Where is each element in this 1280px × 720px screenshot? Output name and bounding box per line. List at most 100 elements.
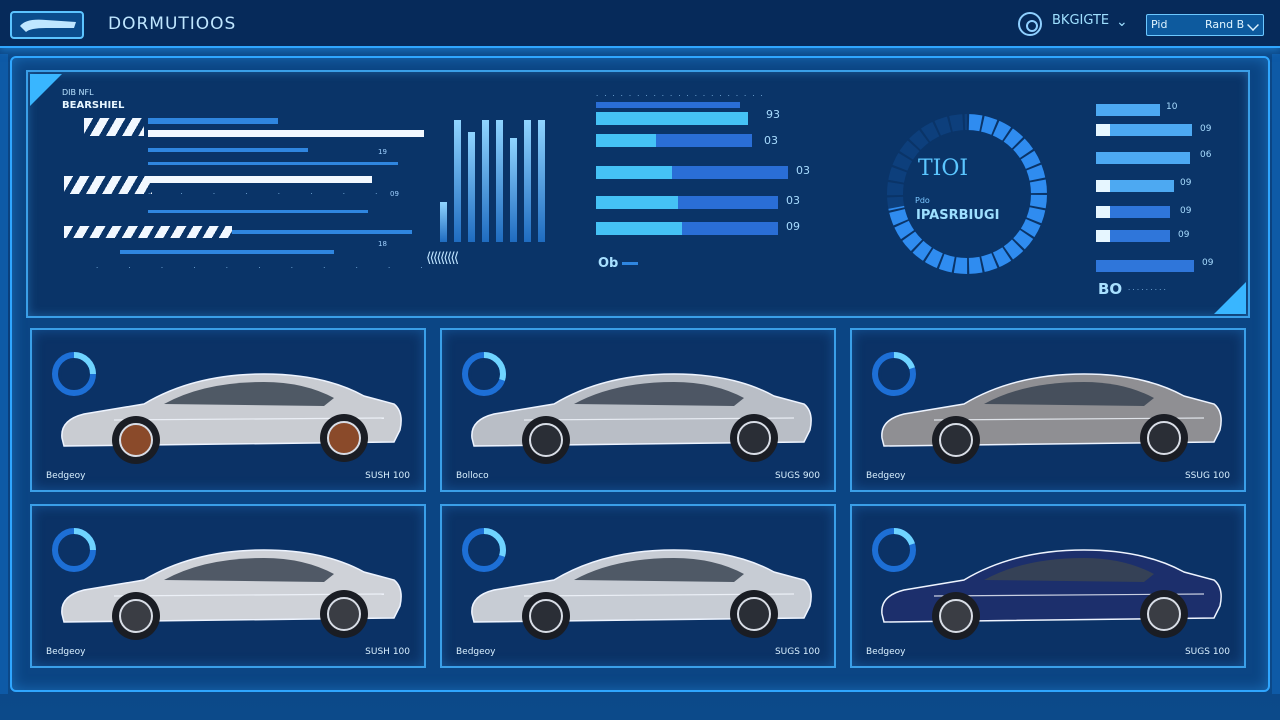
v-bar	[524, 120, 531, 242]
right-value: 09	[1180, 206, 1192, 216]
right-value: 09	[1200, 124, 1212, 134]
mid-bar	[596, 102, 740, 108]
left-value: 18	[378, 240, 387, 248]
donut-sublabel: Pdo	[915, 196, 930, 205]
mid-value: 03	[796, 164, 810, 177]
mid-bar	[596, 196, 678, 209]
right-bar-marker	[1096, 180, 1110, 192]
search-value-secondary: Rand B	[1205, 18, 1245, 31]
mid-bar	[682, 222, 778, 235]
right-bar	[1096, 152, 1190, 164]
right-bar-marker	[1096, 230, 1110, 242]
right-bar-marker	[1096, 206, 1110, 218]
progress-ring-icon	[52, 352, 96, 396]
car-price-label: SUGS 100	[1184, 647, 1230, 657]
search-value: Pid	[1151, 18, 1168, 31]
side-strip-left	[0, 54, 8, 694]
mid-bar	[596, 134, 656, 147]
h-bar	[148, 162, 398, 165]
car-model-label: Bedgeoy	[866, 647, 906, 657]
corner-accent-bottom-right	[1214, 282, 1246, 314]
v-bar	[538, 120, 545, 242]
stripe-bar	[64, 226, 232, 238]
progress-ring-icon	[462, 352, 506, 396]
progress-ring-icon	[872, 352, 916, 396]
car-model-label: Bedgeoy	[46, 647, 86, 657]
car-image	[471, 373, 812, 464]
car-price-label: SUSH 100	[365, 471, 410, 481]
car-card[interactable]: Bedgeoy SUGS 100	[440, 504, 836, 668]
stripe-bar	[64, 176, 152, 194]
donut-value: TIOI	[918, 156, 969, 181]
right-bar	[1110, 124, 1192, 136]
tick-row: · · · · · · · ·	[148, 190, 392, 198]
mid-bar	[656, 134, 752, 147]
car-image	[471, 549, 812, 640]
car-card[interactable]: Bedgeoy SUSH 100	[30, 504, 426, 668]
logo-icon[interactable]	[10, 11, 84, 39]
car-card[interactable]: Bedgeoy SSUG 100	[850, 328, 1246, 492]
right-value: 10	[1166, 102, 1178, 112]
dashboard-panel: DIB NFL BEARSHIEL 19 · · · · · · · · 09 …	[26, 70, 1250, 318]
dashboard-subheading: DIB NFL	[62, 88, 94, 97]
legend-swatch	[622, 262, 638, 265]
mid-value: 93	[766, 108, 780, 121]
car-model-label: Bolloco	[456, 471, 489, 481]
chevron-down-icon[interactable]: ⌄	[1116, 14, 1128, 30]
h-bar	[148, 130, 424, 137]
progress-ring-icon	[872, 528, 916, 572]
car-price-label: SSUG 100	[1184, 471, 1230, 481]
car-card[interactable]: Bolloco SUGS 900	[440, 328, 836, 492]
right-value: 06	[1200, 150, 1212, 160]
progress-ring-icon	[462, 528, 506, 572]
mid-legend: Ob	[598, 256, 619, 271]
car-image	[881, 373, 1222, 464]
mid-value: 09	[786, 220, 800, 233]
search-icon[interactable]	[1247, 19, 1259, 31]
header-label[interactable]: BKGIGTE	[1052, 13, 1110, 28]
refresh-icon[interactable]	[1018, 12, 1042, 36]
progress-donut	[886, 113, 1048, 275]
search-input[interactable]: Pid Rand B	[1146, 14, 1264, 36]
h-bar	[148, 210, 368, 213]
right-value: 09	[1178, 230, 1190, 240]
left-value: 19	[378, 148, 387, 156]
progress-ring-icon	[52, 528, 96, 572]
dashboard-heading: BEARSHIEL	[62, 100, 125, 111]
donut-segments	[886, 113, 1048, 275]
h-bar	[148, 118, 278, 124]
h-bar	[120, 250, 334, 254]
car-price-label: SUGS 100	[774, 647, 820, 657]
v-bar	[440, 202, 447, 242]
mid-value: 03	[764, 134, 778, 147]
car-image	[61, 373, 402, 464]
mid-bar	[596, 166, 672, 179]
car-card[interactable]: Bedgeoy SUGS 100	[850, 504, 1246, 668]
stripe-bar	[84, 118, 144, 136]
right-legend-dots: · · · · · · · · ·	[1128, 286, 1166, 294]
right-value: 09	[1180, 178, 1192, 188]
car-model-label: Bedgeoy	[46, 471, 86, 481]
car-price-label: SUSH 100	[365, 647, 410, 657]
car-card[interactable]: Bedgeoy SUSH 100	[30, 328, 426, 492]
car-price-label: SUGS 900	[774, 471, 820, 481]
tick-row: ·····················	[596, 92, 769, 100]
corner-accent-top-left	[30, 74, 62, 106]
side-strip-right	[1272, 54, 1280, 694]
v-bar	[482, 120, 489, 242]
v-bar	[496, 120, 503, 242]
right-bar	[1096, 104, 1160, 116]
chevron-row: ⟨⟨⟨⟨⟨⟨⟨⟨⟨	[426, 250, 459, 266]
v-bar	[468, 132, 475, 242]
right-legend: BO	[1098, 280, 1123, 298]
mid-bar	[672, 166, 788, 179]
mid-bar	[596, 222, 682, 235]
right-bar-marker	[1096, 124, 1110, 136]
mid-bar	[596, 112, 748, 125]
right-bar	[1110, 180, 1174, 192]
v-bar	[454, 120, 461, 242]
car-image	[61, 549, 402, 640]
right-bar	[1096, 260, 1194, 272]
v-bar	[510, 138, 517, 242]
app-title: DORMUTIOOS	[108, 14, 237, 34]
